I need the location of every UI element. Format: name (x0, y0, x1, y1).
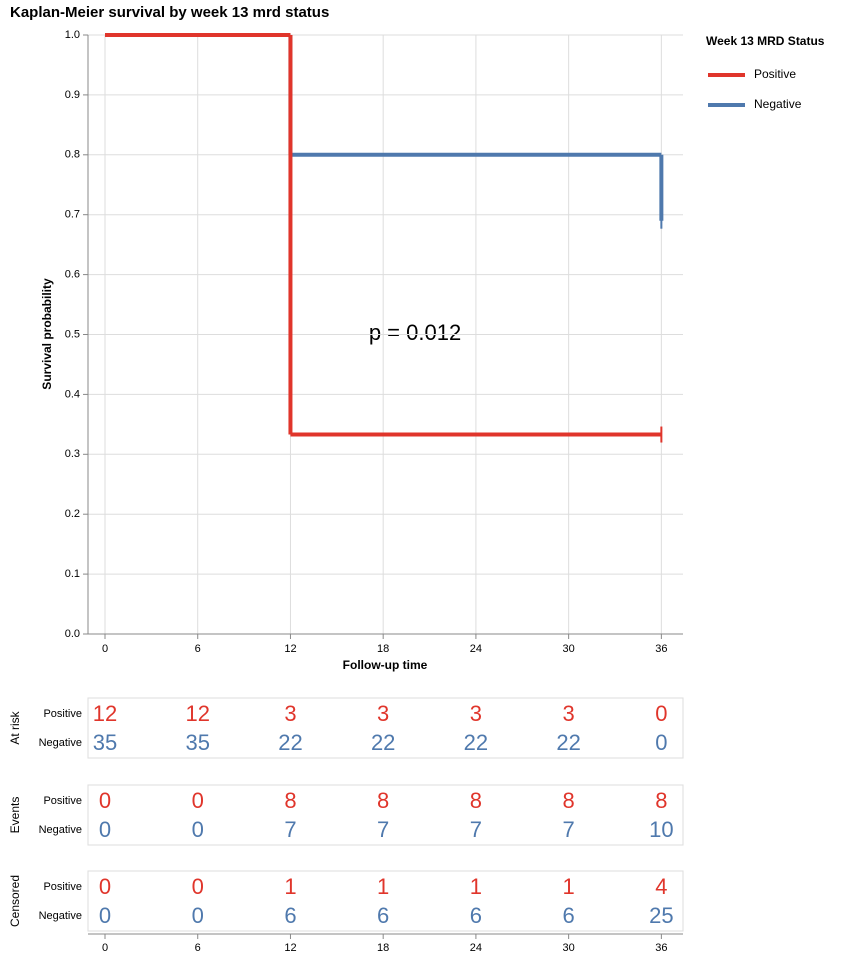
y-tick-label: 1.0 (65, 29, 80, 41)
y-axis-label: Survival probability (40, 278, 54, 390)
y-tick-label: 0.1 (65, 568, 80, 580)
x-tick-label: 36 (655, 643, 667, 655)
table-value: 1 (563, 874, 575, 899)
table-value: 0 (655, 730, 667, 755)
table-frame (87, 784, 684, 846)
table-value: 22 (464, 730, 488, 755)
table-x-tick-label: 0 (102, 942, 108, 954)
table-value: 4 (655, 874, 667, 899)
y-tick-label: 0.6 (65, 269, 80, 281)
table-value: 8 (470, 788, 482, 813)
table-value: 3 (284, 701, 296, 726)
x-axis-label: Follow-up time (343, 658, 428, 672)
chart-title: Kaplan-Meier survival by week 13 mrd sta… (10, 4, 329, 21)
table-value: 7 (563, 817, 575, 842)
y-tick-label: 0.7 (65, 209, 80, 221)
table-value: 7 (377, 817, 389, 842)
table-x-tick-label: 30 (563, 942, 575, 954)
table-value: 0 (192, 874, 204, 899)
table-value: 6 (377, 903, 389, 928)
table-value: 0 (99, 903, 111, 928)
table-frame (87, 870, 684, 932)
row-label: Positive (43, 881, 82, 893)
table-x-tick-label: 6 (195, 942, 201, 954)
legend-label: Positive (754, 67, 796, 81)
y-tick-label: 0.9 (65, 89, 80, 101)
row-label: Positive (43, 708, 82, 720)
table-value: 0 (192, 788, 204, 813)
table-value: 35 (93, 730, 117, 755)
table-value: 22 (371, 730, 395, 755)
x-tick-label: 18 (377, 643, 389, 655)
row-label: Negative (39, 910, 82, 922)
table-title: Censored (8, 875, 22, 927)
x-tick-label: 24 (470, 643, 482, 655)
x-tick-label: 30 (563, 643, 575, 655)
y-tick-label: 0.5 (65, 328, 80, 340)
table-value: 1 (470, 874, 482, 899)
table-value: 3 (377, 701, 389, 726)
table-title: Events (8, 797, 22, 834)
table-x-tick-label: 36 (655, 942, 667, 954)
table-value: 1 (284, 874, 296, 899)
y-tick-label: 0.4 (65, 388, 80, 400)
table-value: 3 (470, 701, 482, 726)
legend-title: Week 13 MRD Status (706, 34, 825, 48)
legend-label: Negative (754, 97, 802, 111)
table-value: 1 (377, 874, 389, 899)
table-value: 6 (563, 903, 575, 928)
table-value: 7 (284, 817, 296, 842)
table-value: 8 (377, 788, 389, 813)
table-title: At risk (8, 710, 22, 744)
y-tick-label: 0.2 (65, 508, 80, 520)
table-value: 22 (278, 730, 302, 755)
x-tick-label: 12 (284, 643, 296, 655)
table-value: 8 (563, 788, 575, 813)
table-x-tick-label: 24 (470, 942, 482, 954)
table-value: 6 (284, 903, 296, 928)
table-value: 8 (655, 788, 667, 813)
y-tick-label: 0.8 (65, 149, 80, 161)
table-x-tick-label: 12 (284, 942, 296, 954)
table-value: 3 (563, 701, 575, 726)
row-label: Positive (43, 795, 82, 807)
table-value: 0 (192, 903, 204, 928)
x-tick-label: 0 (102, 643, 108, 655)
table-value: 0 (99, 788, 111, 813)
table-value: 0 (192, 817, 204, 842)
table-x-tick-label: 18 (377, 942, 389, 954)
table-value: 10 (649, 817, 673, 842)
table-value: 12 (93, 701, 117, 726)
table-value: 0 (99, 817, 111, 842)
table-value: 0 (655, 701, 667, 726)
row-label: Negative (39, 737, 82, 749)
table-value: 22 (556, 730, 580, 755)
table-value: 8 (284, 788, 296, 813)
table-value: 35 (185, 730, 209, 755)
y-tick-label: 0.0 (65, 628, 80, 640)
y-tick-label: 0.3 (65, 448, 80, 460)
x-tick-label: 6 (195, 643, 201, 655)
row-label: Negative (39, 824, 82, 836)
table-value: 12 (185, 701, 209, 726)
table-value: 7 (470, 817, 482, 842)
table-value: 0 (99, 874, 111, 899)
table-value: 6 (470, 903, 482, 928)
table-value: 25 (649, 903, 673, 928)
table-frame (87, 697, 684, 759)
p-value: p = 0.012 (369, 320, 461, 345)
